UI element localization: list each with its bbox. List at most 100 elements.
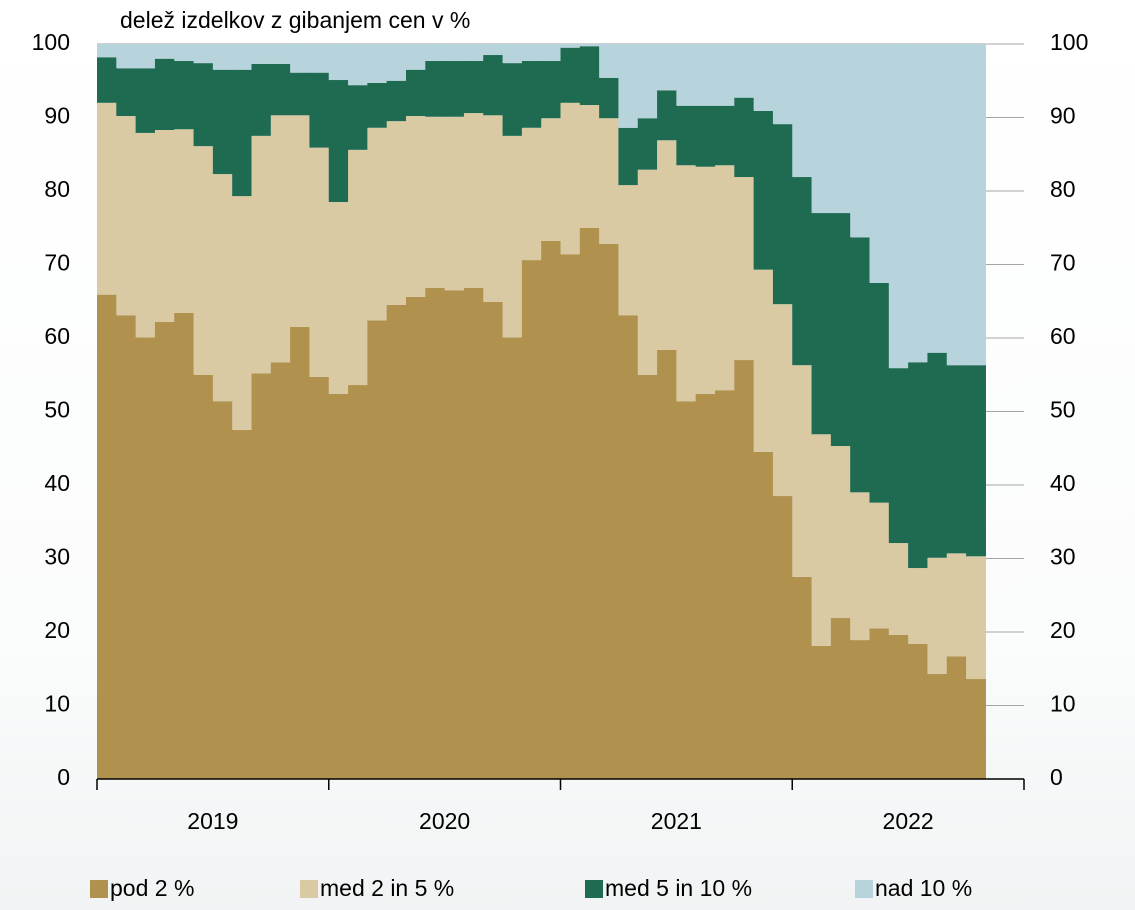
bar-segment <box>97 57 117 103</box>
bar-segment <box>270 63 291 116</box>
y2-tick-label: 20 <box>1050 617 1076 643</box>
bar-segment <box>908 44 929 363</box>
bar-segment <box>193 146 214 375</box>
y2-tick-label: 30 <box>1050 544 1076 570</box>
bar-segment <box>618 185 639 316</box>
bar-segment <box>753 451 774 779</box>
bar-segment <box>367 127 388 321</box>
bar-segment <box>367 44 388 83</box>
bar-segment <box>154 58 175 130</box>
bar-segment <box>927 673 948 779</box>
bar-segment <box>676 105 697 166</box>
bar-segment <box>193 44 214 64</box>
bar-segment <box>502 135 523 338</box>
bar-segment <box>444 60 465 117</box>
bar-segment <box>579 227 600 779</box>
bar-segment <box>348 149 368 386</box>
bar-segment <box>888 543 909 635</box>
bar-segment <box>386 304 407 779</box>
bar-segment <box>599 118 620 244</box>
bar-segment <box>772 496 793 779</box>
bar-segment <box>792 576 813 779</box>
bar-segment <box>406 116 426 297</box>
bar-segment <box>444 44 465 61</box>
bar-segment <box>406 69 426 117</box>
bar-segment <box>174 44 195 61</box>
bar-segment <box>521 60 542 128</box>
bar-segment <box>367 320 388 779</box>
bar-segment <box>251 63 272 136</box>
bar-segment <box>270 362 291 779</box>
bar-segment <box>328 202 349 394</box>
bar-segment <box>97 294 117 779</box>
legend-swatch <box>585 880 603 898</box>
bar-segment <box>502 337 523 779</box>
bar-segment <box>908 362 929 569</box>
bar-segment <box>908 643 929 779</box>
y2-tick-label: 90 <box>1050 103 1076 129</box>
bar-segment <box>290 326 311 779</box>
y2-tick-label: 40 <box>1050 470 1076 496</box>
bar-segment <box>154 321 175 779</box>
bar-segment <box>734 97 755 178</box>
bar-segment <box>463 60 484 114</box>
bar-segment <box>830 213 851 447</box>
bar-segment <box>811 213 832 435</box>
y2-tick-label: 50 <box>1050 397 1076 423</box>
bar-segment <box>869 44 890 283</box>
bar-segment <box>560 102 581 255</box>
bar-segment <box>715 44 735 106</box>
bar-segment <box>444 116 465 291</box>
bar-segment <box>97 44 117 58</box>
bar-segment <box>232 44 253 70</box>
bar-segment <box>309 376 330 779</box>
bar-segment <box>946 44 967 366</box>
legend-swatch <box>855 880 873 898</box>
bar-segment <box>212 401 233 779</box>
bar-segment <box>502 63 523 136</box>
bar-segment <box>888 634 909 779</box>
bar-segment <box>174 60 195 130</box>
bar-segment <box>579 44 600 47</box>
bar-segment <box>425 288 446 779</box>
y-tick-label: 10 <box>44 691 70 717</box>
y2-tick-label: 80 <box>1050 176 1076 202</box>
bar-segment <box>560 47 581 103</box>
bar-segment <box>154 129 175 322</box>
bar-segment <box>328 393 349 779</box>
bar-segment <box>251 44 272 64</box>
bar-segment <box>232 196 253 430</box>
bar-segment <box>657 349 677 779</box>
bar-segment <box>618 127 639 186</box>
bar-segment <box>309 147 330 377</box>
bar-segment <box>425 60 446 117</box>
bar-segment <box>695 166 716 394</box>
bar-segment <box>637 374 658 779</box>
bar-segment <box>734 177 755 361</box>
bar-segment <box>850 640 871 779</box>
bar-segment <box>290 44 311 73</box>
y-tick-label: 90 <box>44 103 70 129</box>
bar-segment <box>850 44 871 238</box>
bar-segment <box>966 44 986 366</box>
bar-segment <box>734 44 755 98</box>
bar-segment <box>560 44 581 48</box>
bar-segment <box>946 553 967 657</box>
bar-segment <box>927 557 948 674</box>
bar-segment <box>232 69 253 197</box>
bar-segment <box>116 315 137 779</box>
x-group-label: 2021 <box>651 808 702 834</box>
bar-segment <box>386 121 407 305</box>
bar-segment <box>270 115 291 363</box>
bar-segment <box>599 44 620 78</box>
bar-segment <box>734 360 755 779</box>
bar-segment <box>657 90 677 141</box>
bar-segment <box>811 645 832 779</box>
bar-segment <box>850 492 871 641</box>
bar-segment <box>541 118 562 241</box>
bar-segment <box>116 116 137 316</box>
x-group-label: 2022 <box>883 808 934 834</box>
bar-segment <box>946 365 967 554</box>
bar-segment <box>676 401 697 779</box>
